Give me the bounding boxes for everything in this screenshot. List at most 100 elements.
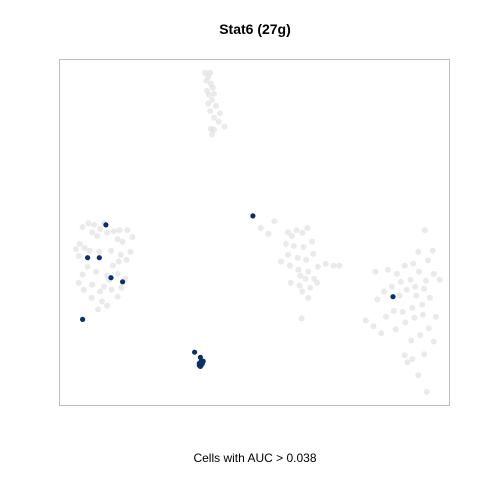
background-cell-point bbox=[302, 275, 309, 282]
background-cell-point bbox=[402, 319, 409, 326]
background-cell-point bbox=[311, 275, 317, 282]
background-cell-point bbox=[76, 240, 83, 247]
background-cell-point bbox=[299, 288, 306, 295]
background-cell-point bbox=[209, 97, 216, 103]
background-cell-point bbox=[285, 251, 291, 258]
highlighted-cell-point bbox=[103, 222, 109, 228]
background-cell-point bbox=[397, 278, 404, 285]
background-cell-point bbox=[95, 306, 102, 313]
background-cell-point bbox=[96, 248, 103, 255]
highlighted-cell-point bbox=[390, 294, 396, 300]
background-cell-point bbox=[211, 126, 217, 133]
background-cell-point bbox=[127, 248, 134, 255]
background-cell-point bbox=[84, 263, 91, 270]
background-cell-point bbox=[423, 388, 430, 395]
background-cell-point bbox=[265, 230, 272, 237]
background-cell-point bbox=[114, 293, 121, 300]
background-cell-point bbox=[294, 254, 301, 261]
background-cell-point bbox=[410, 260, 417, 267]
highlighted-cell-point bbox=[96, 255, 102, 261]
background-cell-point bbox=[75, 279, 82, 286]
background-cell-point bbox=[430, 338, 437, 345]
background-cell-point bbox=[85, 220, 92, 227]
background-cell-point bbox=[79, 224, 86, 230]
background-cell-point bbox=[413, 292, 420, 299]
background-cell-point bbox=[99, 298, 105, 305]
background-cells bbox=[72, 69, 443, 395]
background-cell-point bbox=[215, 118, 222, 125]
background-cell-point bbox=[114, 236, 121, 243]
background-cell-point bbox=[101, 283, 107, 290]
background-cell-point bbox=[278, 258, 284, 265]
background-cell-point bbox=[409, 304, 416, 311]
background-cell-point bbox=[86, 247, 93, 254]
background-cell-point bbox=[118, 284, 125, 291]
background-cell-point bbox=[378, 330, 385, 337]
background-cell-point bbox=[421, 351, 428, 358]
background-cell-point bbox=[79, 271, 86, 278]
background-cell-point bbox=[94, 233, 101, 239]
background-cell-point bbox=[314, 279, 321, 286]
background-cell-point bbox=[209, 131, 216, 138]
background-cell-point bbox=[383, 313, 389, 320]
background-cell-point bbox=[314, 263, 321, 270]
background-cell-point bbox=[374, 296, 381, 303]
background-cell-point bbox=[209, 84, 216, 91]
background-cell-point bbox=[117, 251, 124, 258]
background-cell-point bbox=[421, 227, 428, 234]
background-cell-point bbox=[381, 288, 387, 295]
background-cell-point bbox=[288, 233, 295, 239]
background-cell-point bbox=[408, 337, 415, 344]
background-cell-point bbox=[97, 226, 104, 232]
background-cell-point bbox=[285, 229, 291, 236]
background-cell-point bbox=[303, 256, 310, 263]
highlighted-cell-point bbox=[120, 279, 126, 285]
background-cell-point bbox=[419, 311, 426, 318]
background-cell-point bbox=[221, 123, 228, 130]
background-cell-point bbox=[309, 238, 316, 245]
background-cell-point bbox=[213, 102, 219, 109]
background-cell-point bbox=[415, 248, 422, 255]
background-cell-point bbox=[286, 262, 293, 269]
background-cell-point bbox=[425, 325, 432, 332]
background-cell-point bbox=[72, 246, 79, 253]
background-cell-point bbox=[393, 270, 400, 277]
background-cell-point bbox=[115, 258, 122, 265]
background-cell-point bbox=[416, 268, 422, 275]
background-cell-point bbox=[417, 332, 424, 339]
x-axis-label: Cells with AUC > 0.038 bbox=[193, 451, 317, 465]
background-cell-point bbox=[403, 286, 410, 293]
background-cell-point bbox=[257, 225, 264, 231]
highlighted-cell-point bbox=[192, 349, 198, 355]
background-cell-point bbox=[211, 114, 217, 121]
background-cell-point bbox=[283, 240, 289, 247]
background-cell-point bbox=[207, 108, 214, 115]
background-cell-point bbox=[305, 294, 312, 301]
background-cell-point bbox=[432, 313, 439, 320]
background-cell-point bbox=[384, 266, 391, 273]
background-cell-point bbox=[426, 294, 433, 301]
background-cell-point bbox=[307, 284, 314, 291]
background-cell-point bbox=[392, 326, 399, 333]
background-cell-point bbox=[97, 288, 104, 295]
background-cell-point bbox=[436, 276, 443, 283]
background-cell-point bbox=[104, 229, 111, 236]
background-cell-point bbox=[81, 245, 88, 251]
highlighted-cell-point bbox=[250, 213, 256, 219]
background-cell-point bbox=[370, 323, 377, 330]
background-cell-point bbox=[88, 294, 95, 301]
background-cell-point bbox=[415, 372, 422, 379]
background-cell-point bbox=[110, 228, 117, 235]
highlighted-cell-point bbox=[108, 275, 114, 281]
background-cell-point bbox=[404, 359, 411, 366]
background-cell-point bbox=[119, 238, 126, 245]
background-cell-point bbox=[372, 268, 379, 275]
background-cell-point bbox=[322, 260, 329, 267]
background-cell-point bbox=[211, 90, 217, 97]
background-cell-point bbox=[108, 286, 115, 293]
background-cell-point bbox=[310, 250, 317, 257]
background-cell-point bbox=[124, 227, 131, 234]
background-cell-point bbox=[411, 314, 418, 321]
background-cell-point bbox=[423, 277, 429, 284]
background-cell-point bbox=[104, 302, 111, 309]
